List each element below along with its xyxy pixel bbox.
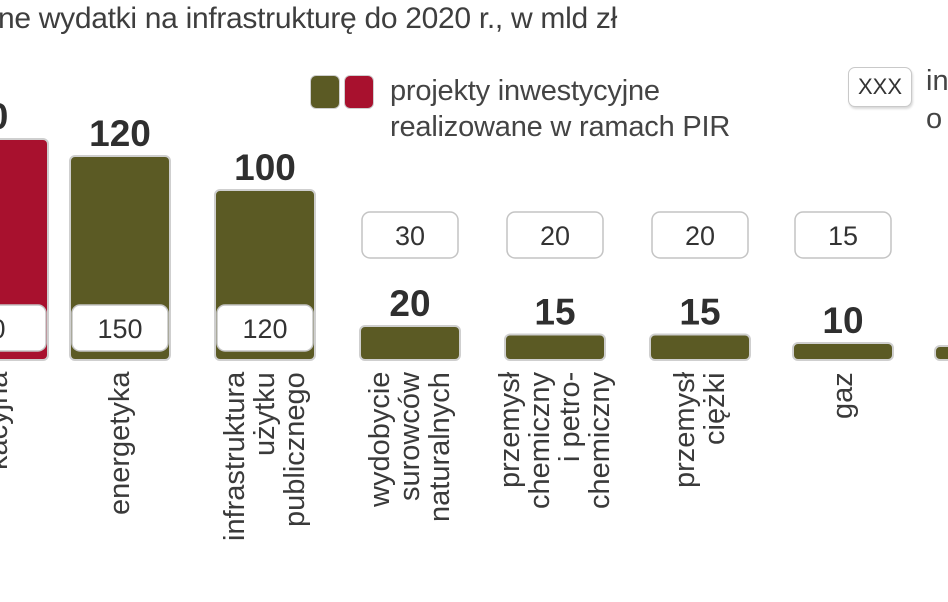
bar-value-label-0: 0 [0, 96, 8, 137]
bar-value-label-2: 100 [234, 147, 296, 188]
legend-swatch-olive [310, 75, 340, 109]
value-box-label-2: 120 [242, 314, 287, 344]
bar-value-label-1: 120 [89, 113, 151, 154]
value-box-3 [361, 211, 459, 259]
value-box-label-0: 0 [0, 314, 6, 344]
legend-box: XXX [848, 67, 912, 107]
bar-value-label-6: 10 [822, 300, 863, 341]
category-label-4: przemysł chemiczny i petro- chemiczny [494, 372, 616, 509]
value-box-1 [71, 304, 169, 352]
bar-4 [504, 333, 606, 361]
legend-swatch [310, 75, 374, 109]
category-label-0: kacyjna [0, 372, 14, 471]
bar-3 [359, 325, 461, 361]
bar-5 [649, 333, 751, 361]
value-box-label-3: 30 [395, 221, 425, 251]
value-box-4 [506, 211, 604, 259]
value-box-label-5: 20 [685, 221, 715, 251]
chart-title: ne wydatki na infrastrukturę do 2020 r.,… [0, 2, 617, 35]
value-box-0 [0, 304, 47, 352]
legend-label-other: in o [926, 65, 948, 135]
category-label-5: przemysł ciężki [669, 372, 731, 489]
value-box-5 [651, 211, 749, 259]
value-box-label-4: 20 [540, 221, 570, 251]
value-box-2 [216, 304, 314, 352]
category-label-6: gaz [827, 372, 859, 419]
category-label-3: wydobycie surowców naturalnych [364, 372, 456, 522]
bar-value-label-4: 15 [534, 292, 575, 333]
bar-7 [934, 345, 948, 361]
category-label-2: infrastruktura użytku publicznego [219, 372, 311, 542]
legend-swatch-crimson [344, 75, 374, 109]
category-label-1: energetyka [104, 372, 136, 516]
value-box-label-6: 15 [828, 221, 858, 251]
value-box-label-1: 150 [97, 314, 142, 344]
legend-label-pir: projekty inwestycyjne realizowane w rama… [390, 75, 731, 143]
value-box-6 [794, 211, 892, 259]
bar-6 [792, 342, 894, 361]
bar-value-label-3: 20 [389, 283, 430, 324]
bar-value-label-5: 15 [679, 292, 720, 333]
